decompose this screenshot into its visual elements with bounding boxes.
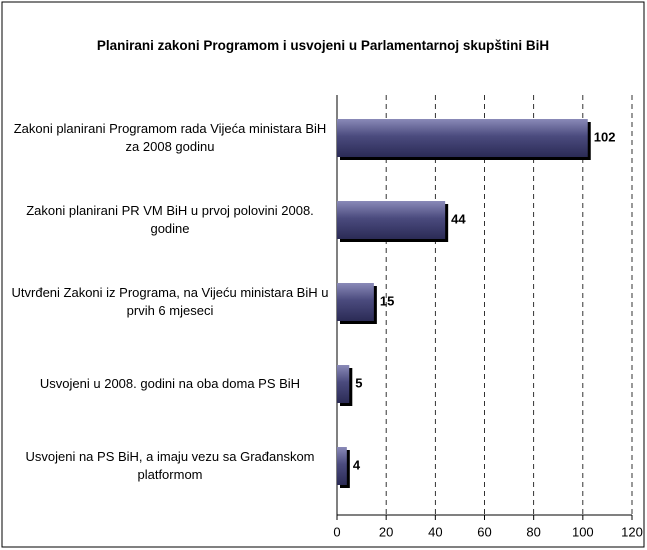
- y-tick-label: Utvrđeni Zakoni iz Programa, na Vijeću m…: [11, 285, 329, 318]
- y-tick-label: Usvojeni na PS BiH, a imaju vezu sa Građ…: [25, 449, 315, 482]
- y-tick-label: Zakoni planirani PR VM BiH u prvoj polov…: [26, 203, 314, 236]
- y-tick-label: Zakoni planirani Programom rada Vijeća m…: [13, 121, 327, 154]
- data-label: 5: [355, 375, 362, 390]
- x-tick-label: 80: [526, 524, 540, 539]
- data-label: 102: [594, 129, 616, 144]
- chart-title: Planirani zakoni Programom i usvojeni u …: [96, 38, 550, 53]
- y-tick-label: Usvojeni u 2008. godini na oba doma PS B…: [39, 376, 301, 391]
- x-tick-label: 20: [379, 524, 393, 539]
- bar: [337, 201, 446, 239]
- x-tick-label: 40: [428, 524, 442, 539]
- bar: [337, 447, 347, 485]
- bar: [337, 283, 374, 321]
- data-label: 4: [353, 457, 361, 472]
- bar: [337, 365, 350, 403]
- x-tick-label: 120: [621, 524, 643, 539]
- x-tick-label: 60: [477, 524, 491, 539]
- x-tick-label: 0: [333, 524, 340, 539]
- x-tick-label: 100: [572, 524, 594, 539]
- data-label: 15: [380, 293, 394, 308]
- bar: [337, 119, 588, 157]
- data-label: 44: [451, 211, 466, 226]
